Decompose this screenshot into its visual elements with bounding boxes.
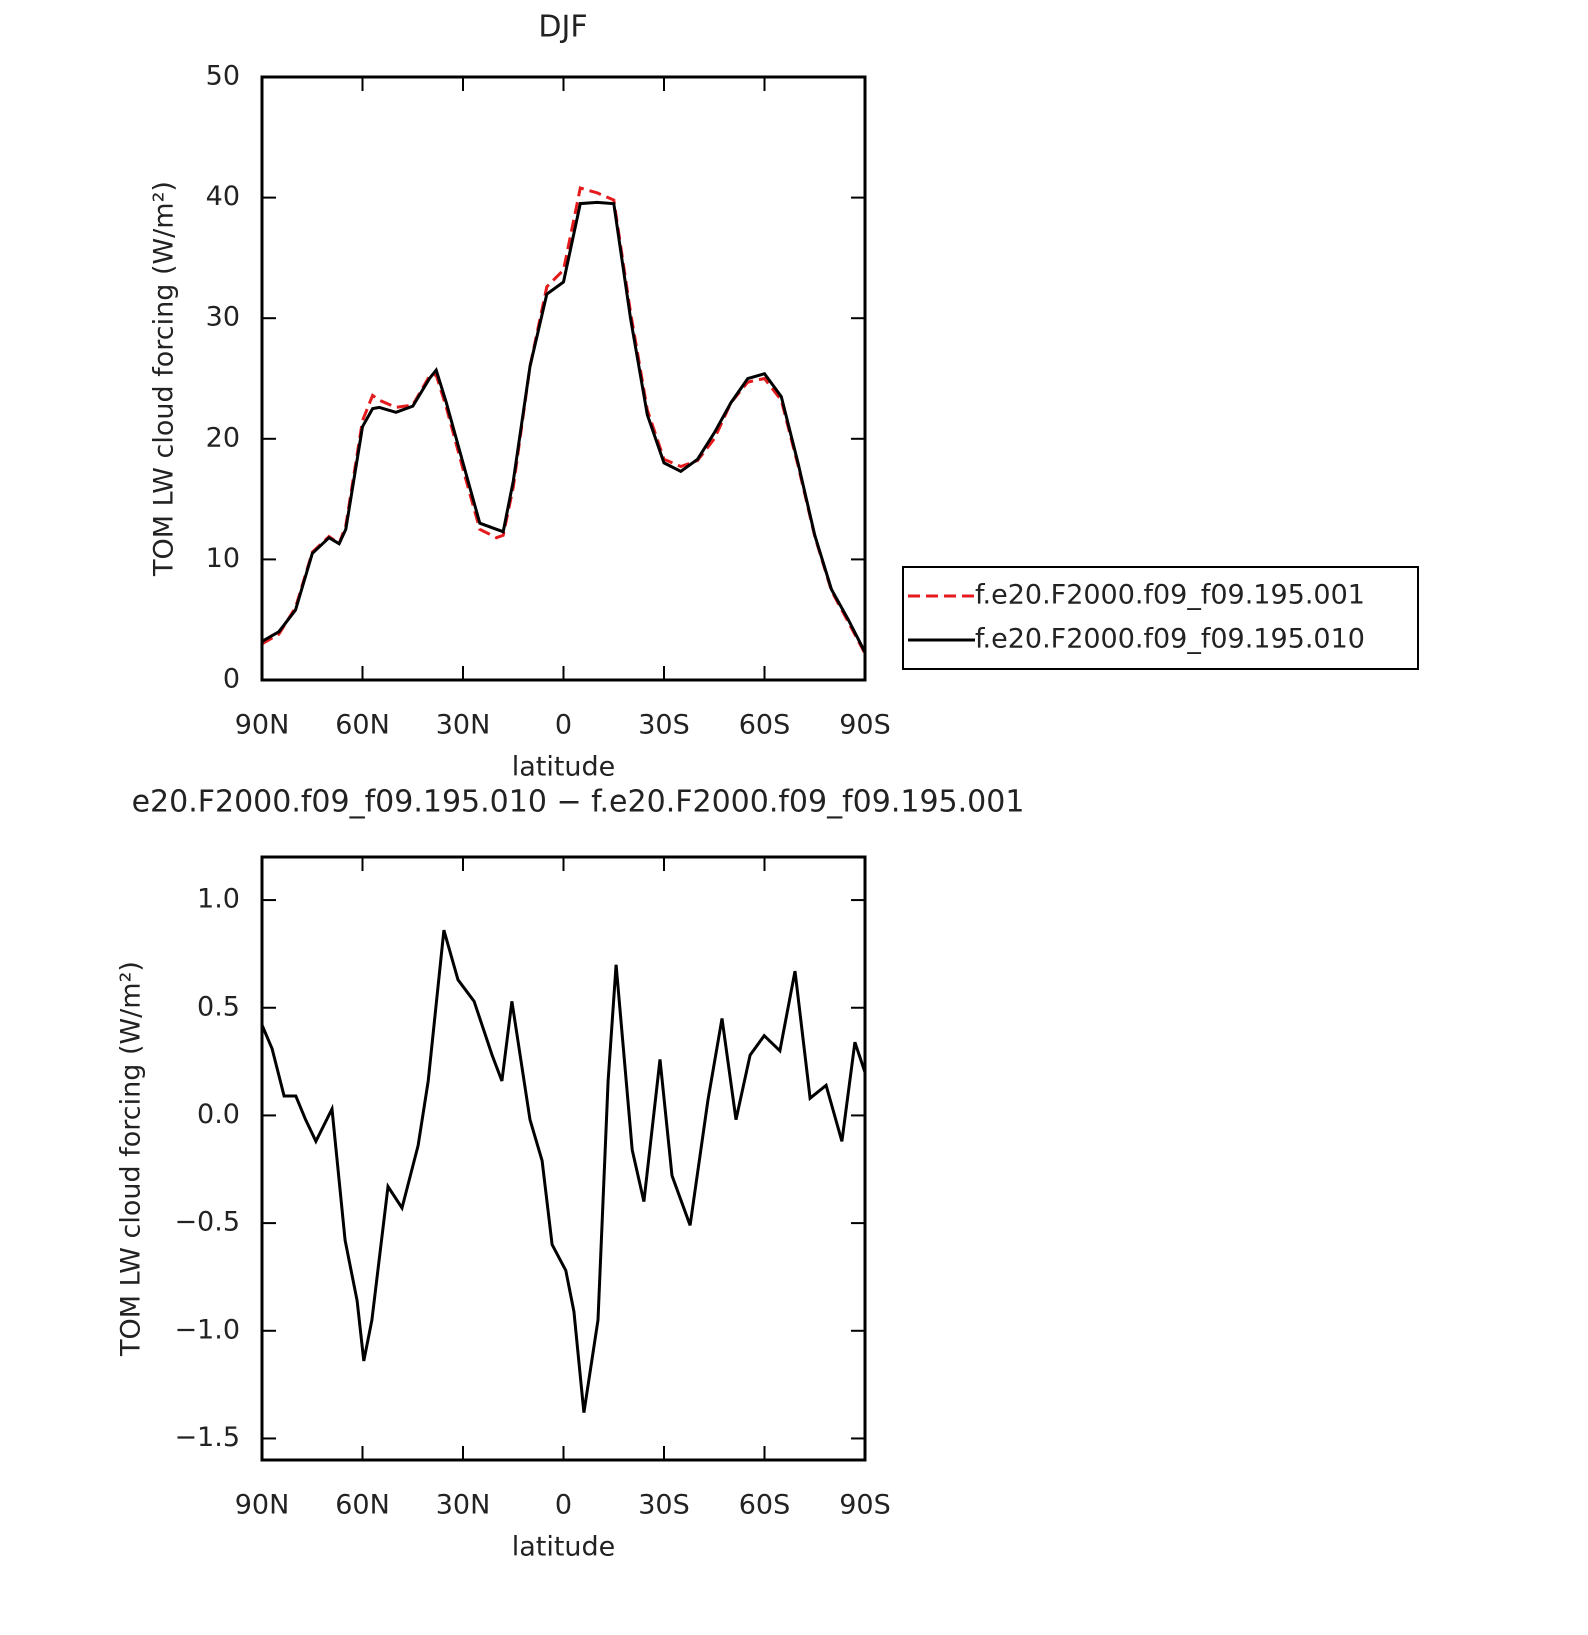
y-axis-label: TOM LW cloud forcing (W/m²) <box>149 181 180 577</box>
y-tick-label: 0.5 <box>197 991 240 1022</box>
x-tick-label: 60S <box>739 1490 791 1521</box>
x-tick-label: 30N <box>436 1490 491 1521</box>
y-tick-label: 40 <box>206 181 240 212</box>
x-axis-label: latitude <box>512 752 616 783</box>
y-tick-label: 30 <box>206 302 240 333</box>
y-tick-label: 0.0 <box>197 1099 240 1130</box>
y-tick-label: 50 <box>206 61 240 92</box>
x-tick-label: 0 <box>555 710 572 741</box>
y-tick-label: 20 <box>206 422 240 453</box>
y-tick-label: −1.0 <box>174 1314 240 1345</box>
chart-title: e20.F2000.f09_f09.195.010 − f.e20.F2000.… <box>132 785 1025 820</box>
legend-label: f.e20.F2000.f09_f09.195.010 <box>975 624 1365 655</box>
plot-frame <box>260 855 867 1462</box>
y-axis-label: TOM LW cloud forcing (W/m²) <box>116 961 147 1357</box>
y-tick-label: 10 <box>206 543 240 574</box>
y-tick-label: 1.0 <box>197 884 240 915</box>
data-line <box>261 200 867 653</box>
x-tick-label: 60S <box>739 710 791 741</box>
data-line <box>260 929 867 1413</box>
legend-box <box>902 566 1419 670</box>
chart-title: DJF <box>538 10 587 45</box>
plot-frame <box>260 75 867 682</box>
x-tick-label: 90S <box>839 1490 891 1521</box>
x-axis-label: latitude <box>512 1532 616 1563</box>
data-line <box>261 186 867 655</box>
y-tick-label: −0.5 <box>174 1207 240 1238</box>
x-tick-label: 30N <box>436 710 491 741</box>
x-tick-label: 0 <box>555 1490 572 1521</box>
x-tick-label: 90N <box>235 1490 290 1521</box>
x-tick-label: 60N <box>335 710 390 741</box>
legend-label: f.e20.F2000.f09_f09.195.001 <box>975 580 1365 611</box>
y-tick-label: 0 <box>223 664 240 695</box>
x-tick-label: 90N <box>235 710 290 741</box>
x-tick-label: 90S <box>839 710 891 741</box>
x-tick-label: 30S <box>638 710 690 741</box>
y-tick-label: −1.5 <box>174 1422 240 1453</box>
x-tick-label: 60N <box>335 1490 390 1521</box>
x-tick-label: 30S <box>638 1490 690 1521</box>
